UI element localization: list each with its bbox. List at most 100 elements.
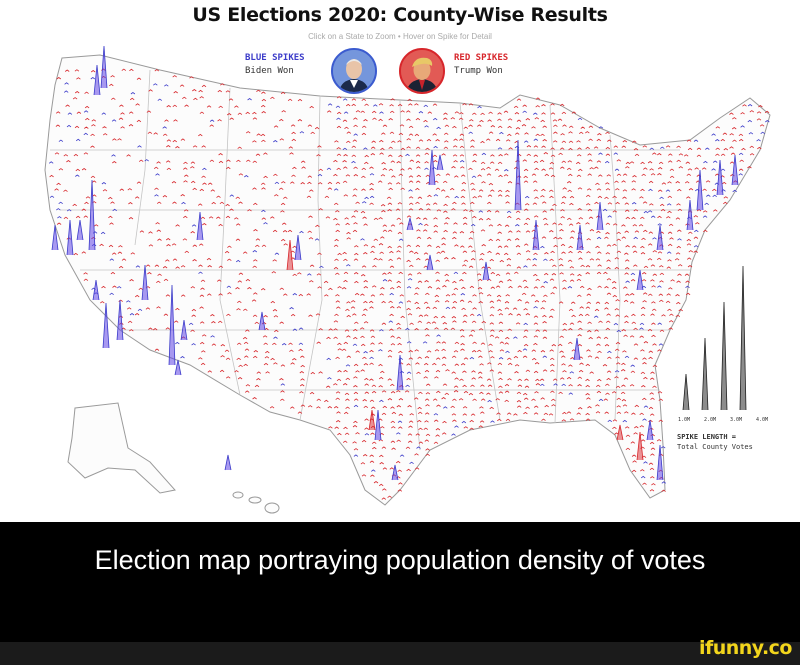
county-mark	[207, 182, 213, 185]
county-mark	[292, 293, 298, 296]
us-county-map[interactable]	[0, 0, 800, 522]
county-mark	[480, 140, 485, 144]
county-mark	[344, 392, 350, 396]
map-panel[interactable]: US Elections 2020: County-Wise Results C…	[0, 0, 800, 522]
county-mark	[585, 194, 591, 198]
county-spike[interactable]	[93, 64, 101, 96]
county-spike[interactable]	[636, 431, 644, 461]
county-spike[interactable]	[426, 254, 434, 271]
county-mark	[685, 292, 691, 296]
county-spike[interactable]	[51, 224, 59, 251]
county-spike[interactable]	[102, 302, 110, 349]
county-spike[interactable]	[258, 311, 266, 331]
county-mark	[480, 168, 486, 171]
county-spike[interactable]	[696, 169, 704, 211]
county-mark	[417, 356, 422, 359]
county-mark	[496, 299, 502, 302]
county-spike[interactable]	[391, 464, 399, 481]
county-spike[interactable]	[482, 261, 490, 281]
county-mark	[247, 209, 252, 212]
county-mark	[379, 293, 384, 296]
county-spike[interactable]	[116, 299, 124, 341]
county-mark	[550, 174, 556, 178]
county-mark	[147, 272, 152, 275]
county-mark	[166, 145, 171, 148]
county-mark	[460, 335, 465, 338]
county-mark	[180, 194, 185, 197]
county-mark	[642, 357, 647, 360]
county-spike[interactable]	[294, 234, 302, 261]
county-spike[interactable]	[180, 319, 188, 341]
county-mark	[577, 187, 583, 190]
county-mark	[209, 119, 215, 122]
county-mark	[84, 105, 90, 109]
county-spike[interactable]	[573, 337, 581, 361]
county-mark	[380, 147, 385, 151]
county-spike[interactable]	[428, 149, 436, 186]
county-mark	[651, 301, 656, 304]
county-spike[interactable]	[636, 269, 644, 291]
county-spike[interactable]	[731, 154, 739, 186]
county-mark	[534, 300, 540, 303]
county-spikes[interactable]	[51, 45, 739, 481]
county-mark	[468, 245, 473, 248]
county-mark	[408, 189, 413, 192]
county-mark	[180, 265, 186, 268]
county-mark	[476, 313, 482, 317]
county-spike[interactable]	[576, 224, 584, 251]
county-mark	[481, 244, 486, 247]
county-mark	[567, 217, 572, 221]
county-spike[interactable]	[596, 201, 604, 231]
county-mark	[490, 154, 495, 157]
county-mark	[562, 279, 567, 282]
county-spike[interactable]	[646, 419, 654, 441]
county-spike[interactable]	[514, 139, 522, 211]
county-mark	[363, 308, 368, 311]
county-spike[interactable]	[100, 45, 108, 89]
county-mark	[525, 230, 531, 233]
county-mark	[417, 272, 422, 275]
county-spike[interactable]	[396, 354, 404, 391]
county-mark	[445, 195, 450, 198]
county-spike[interactable]	[88, 179, 96, 251]
county-spike[interactable]	[196, 211, 204, 241]
county-mark	[640, 306, 646, 310]
county-mark	[686, 196, 691, 199]
county-spike[interactable]	[656, 224, 664, 251]
county-mark	[307, 273, 312, 276]
county-spike[interactable]	[224, 454, 232, 471]
county-mark	[553, 131, 558, 134]
county-spike[interactable]	[716, 159, 724, 196]
county-spike[interactable]	[174, 359, 182, 376]
state-borders	[50, 69, 700, 451]
county-mark	[364, 377, 369, 381]
county-spike[interactable]	[92, 279, 100, 301]
county-spike[interactable]	[436, 154, 444, 171]
county-spike[interactable]	[168, 284, 176, 366]
county-mark	[513, 355, 519, 359]
county-spike[interactable]	[141, 264, 149, 301]
county-mark	[535, 378, 540, 382]
county-spike[interactable]	[406, 217, 414, 231]
county-mark	[441, 432, 447, 435]
county-spike[interactable]	[76, 219, 84, 241]
county-mark	[397, 420, 403, 423]
county-spike[interactable]	[616, 424, 624, 441]
county-spike[interactable]	[66, 219, 74, 256]
county-spike[interactable]	[368, 409, 376, 431]
county-mark	[504, 399, 509, 403]
county-mark	[505, 272, 511, 275]
county-mark	[290, 181, 295, 184]
county-spike[interactable]	[374, 409, 382, 441]
county-mark	[434, 294, 440, 298]
county-mark	[127, 320, 133, 324]
county-spike[interactable]	[686, 199, 694, 231]
county-mark	[247, 98, 252, 101]
county-spike[interactable]	[286, 239, 294, 271]
county-mark	[605, 392, 610, 395]
county-mark	[398, 398, 404, 401]
county-spike[interactable]	[532, 219, 540, 251]
county-mark	[197, 203, 203, 206]
county-mark	[549, 195, 554, 199]
county-spike[interactable]	[656, 444, 664, 481]
